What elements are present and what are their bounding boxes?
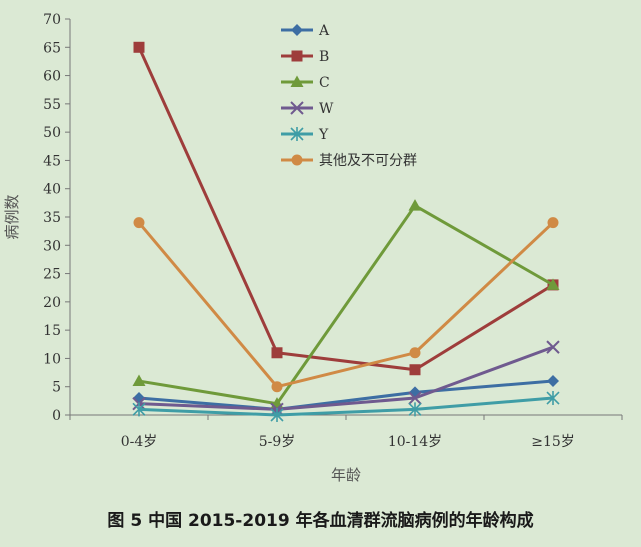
point-marker	[546, 340, 560, 354]
series-line	[137, 221, 555, 389]
legend-item: 其他及不可分群	[281, 153, 417, 169]
point-marker	[271, 381, 283, 393]
x-tick-labels: 0-4岁 5-9岁 10-14岁 ≥15岁	[121, 434, 575, 450]
point-marker	[133, 392, 145, 405]
y-tick-label: 5	[52, 380, 61, 396]
legend-item: B	[281, 49, 329, 65]
legend-label: 其他及不可分群	[319, 153, 417, 169]
point-marker	[291, 154, 303, 166]
legend-label: C	[319, 75, 330, 91]
legend-label: A	[318, 23, 330, 39]
point-marker	[291, 50, 303, 62]
x-tick-label: 5-9岁	[259, 434, 296, 450]
x-tick-label: 10-14岁	[388, 434, 442, 450]
y-tick-label: 40	[43, 182, 61, 198]
legend-label: W	[319, 101, 334, 117]
series-line	[138, 204, 554, 406]
figure-caption: 图 5 中国 2015-2019 年各血清群流脑病例的年龄构成	[107, 511, 534, 531]
point-marker	[409, 347, 421, 359]
point-marker	[290, 127, 304, 141]
y-tick-label: 65	[43, 40, 61, 56]
x-tick-label: ≥15岁	[531, 434, 575, 450]
point-marker	[271, 347, 283, 359]
y-tick-label: 45	[43, 153, 61, 169]
point-marker	[290, 75, 304, 87]
axes	[65, 18, 623, 420]
point-marker	[546, 391, 560, 406]
point-marker	[547, 375, 559, 388]
legend-label: B	[319, 49, 329, 65]
series-B	[133, 41, 559, 376]
y-tick-label: 55	[43, 97, 61, 113]
series-line	[138, 345, 554, 411]
point-marker	[547, 217, 559, 229]
y-tick-label: 70	[43, 12, 61, 28]
y-tick-label: 35	[43, 210, 61, 226]
series-line	[138, 379, 554, 411]
point-marker	[132, 402, 146, 417]
point-marker	[132, 374, 146, 387]
y-axis-title: 病例数	[3, 194, 21, 239]
series-其他及不可分群	[133, 217, 559, 393]
y-tick-label: 15	[43, 323, 61, 339]
x-tick-label: 0-4岁	[121, 434, 158, 450]
series-line	[137, 46, 554, 372]
point-marker	[408, 391, 422, 405]
point-marker	[546, 278, 560, 290]
legend-item: W	[281, 101, 334, 117]
legend-label: Y	[318, 127, 329, 143]
y-tick-label: 25	[43, 267, 61, 283]
line-chart: 0 5 10 15 20 25 30 35 40 45 50 55 60 65 70 0-4岁 5-9岁 10-…	[3, 12, 623, 484]
point-marker	[133, 217, 145, 229]
legend-item: A	[281, 23, 330, 39]
series-C	[132, 199, 560, 409]
legend-item: C	[281, 75, 330, 91]
y-tick-label: 10	[43, 351, 61, 367]
point-marker	[133, 41, 145, 53]
point-marker	[290, 101, 304, 115]
point-marker	[408, 199, 422, 211]
point-marker	[291, 24, 303, 36]
y-tick-label: 20	[43, 295, 61, 311]
series-A	[133, 375, 559, 416]
y-tick-label: 60	[43, 69, 61, 85]
x-axis-title: 年龄	[331, 466, 361, 484]
point-marker	[408, 402, 422, 417]
y-tick-label: 0	[52, 408, 61, 424]
y-tick-labels: 0 5 10 15 20 25 30 35 40 45 50 55 60 65 70	[43, 12, 61, 424]
point-marker	[409, 364, 421, 376]
series-Y	[132, 391, 560, 422]
series-line	[138, 396, 554, 417]
legend-item: Y	[281, 127, 329, 143]
y-tick-label: 30	[43, 238, 61, 254]
series-layer	[132, 41, 560, 422]
point-marker	[270, 408, 284, 422]
y-tick-label: 50	[43, 125, 61, 141]
